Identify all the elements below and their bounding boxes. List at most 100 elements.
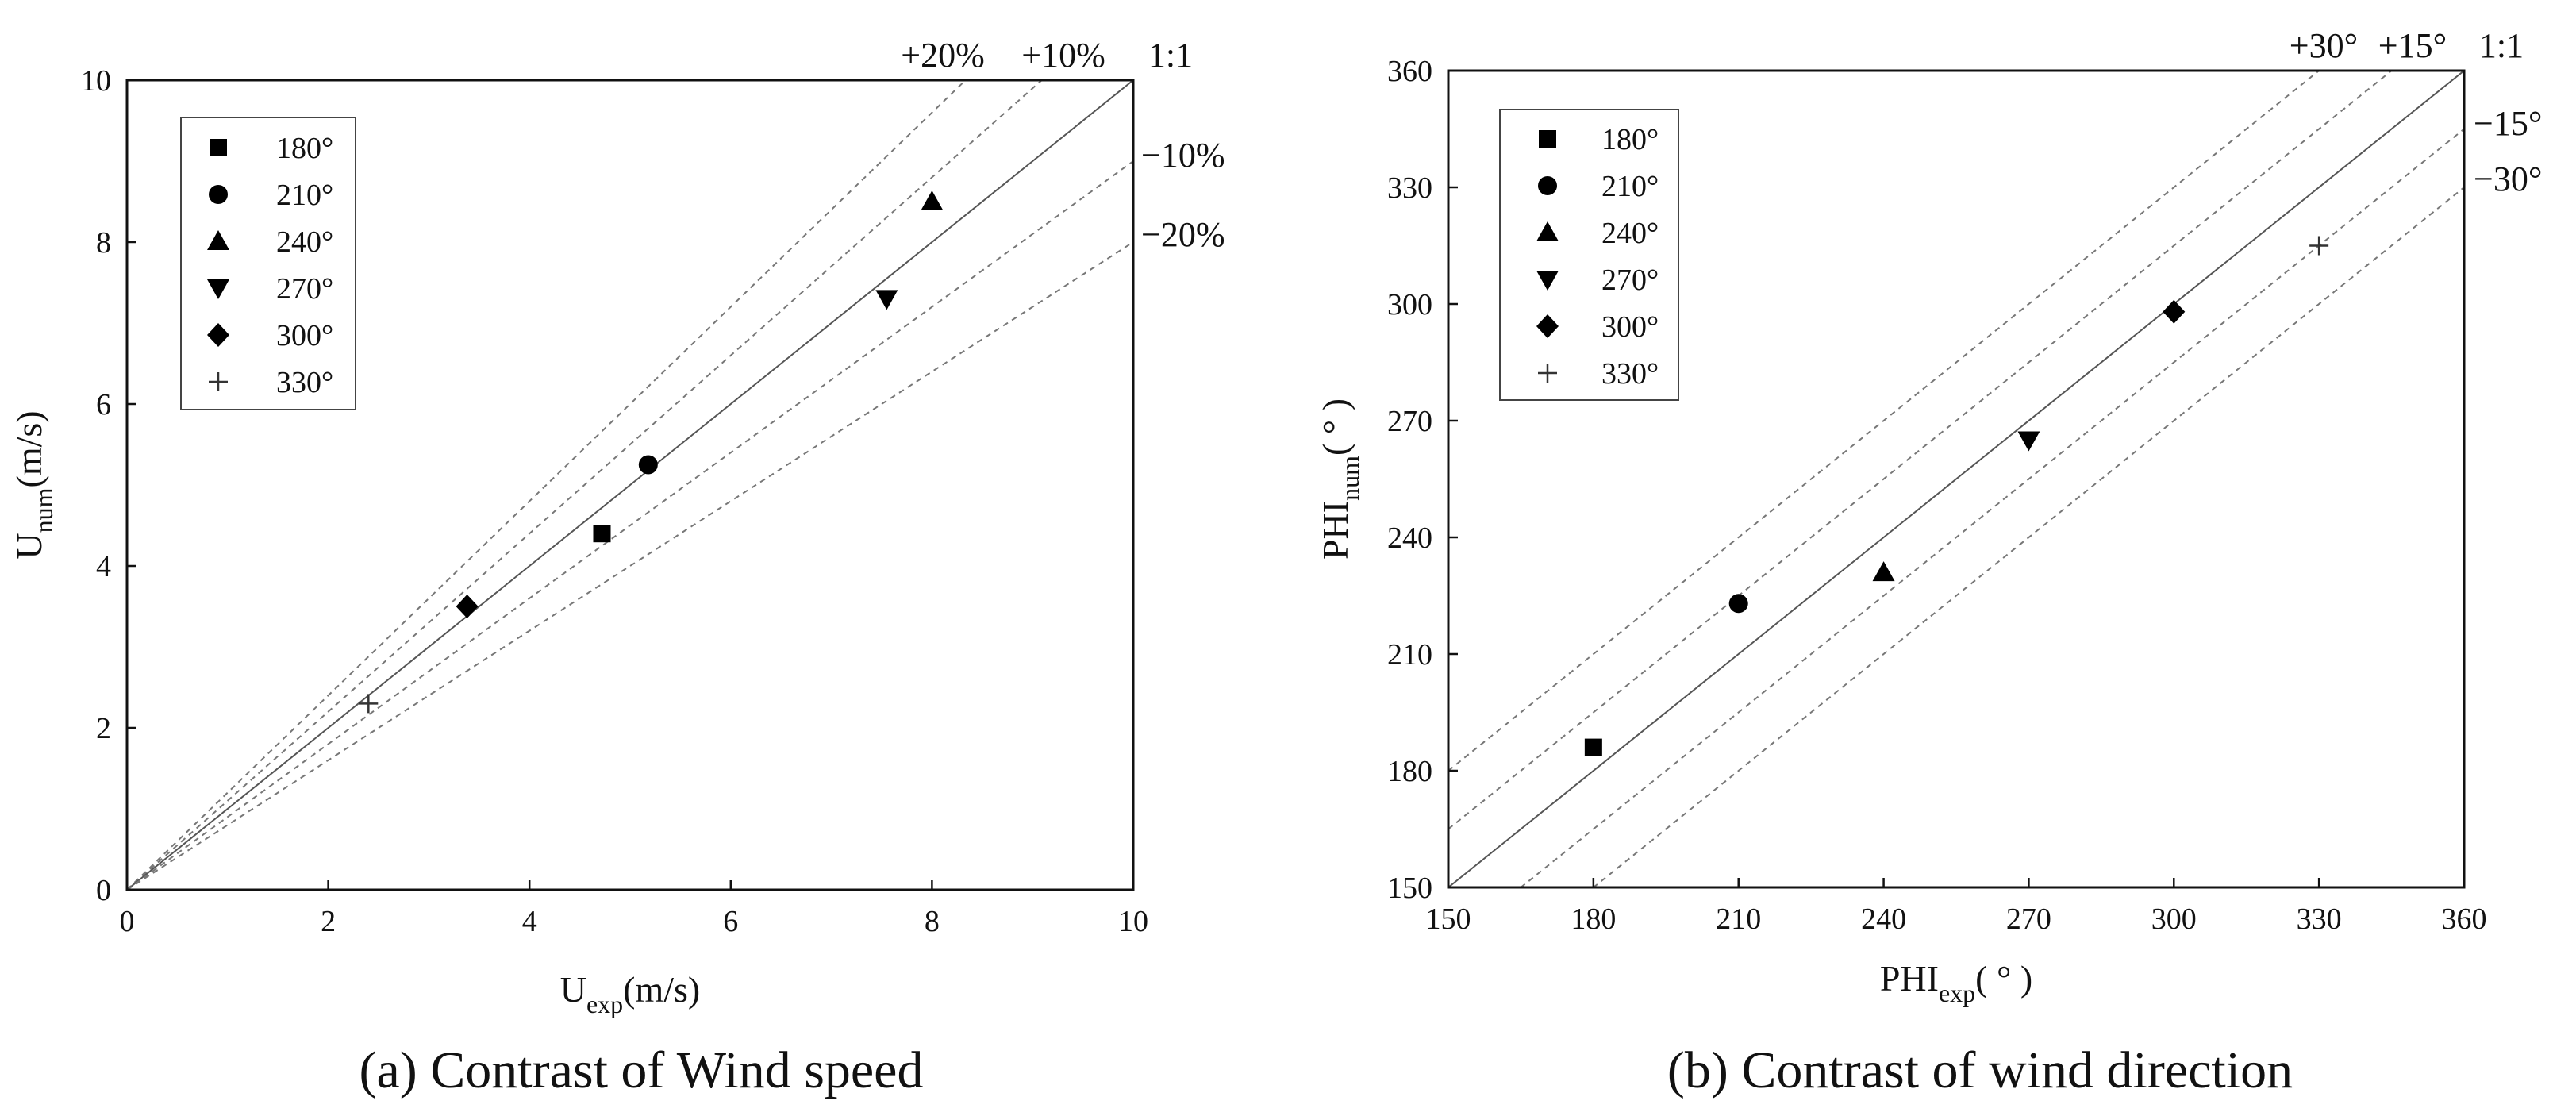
legend-marker-plus	[1538, 364, 1557, 383]
reference-line-bound	[127, 160, 1133, 890]
legend-box	[180, 117, 356, 410]
y-axis-label: Unum(m/s)	[9, 410, 58, 559]
legend-marker-circle	[209, 185, 228, 204]
legend-label: 210°	[276, 179, 333, 212]
y-tick-label: 330	[1387, 171, 1432, 205]
x-axis-label-unit: ( ° )	[1975, 958, 2032, 999]
legend-label: 240°	[276, 225, 333, 259]
legend: 180° 210° 240° 270° 300° 330°	[1499, 109, 1679, 401]
x-tick-label: 270	[2006, 902, 2051, 936]
legend-label: 270°	[276, 272, 333, 306]
y-tick-label: 6	[96, 388, 111, 421]
x-tick-label: 150	[1426, 902, 1471, 936]
data-point-square	[1584, 738, 1602, 756]
legend-label: 270°	[1601, 264, 1659, 297]
y-tick-label: 180	[1387, 755, 1432, 788]
y-axis-label-main: PHI	[1315, 501, 1355, 560]
panel-b-wind-direction: +30° +15° 1:1 −15° −30° 150 180 210 240 270 300 330…	[1315, 26, 2542, 1099]
reference-line-identity	[127, 80, 1133, 890]
legend-label: 180°	[276, 132, 333, 165]
legend-marker-triangle-down	[1536, 271, 1559, 291]
legend: 180° 210° 240° 270° 300° 330°	[180, 117, 356, 410]
x-tick-label: 300	[2151, 902, 2197, 936]
x-tick-label: 360	[2442, 902, 2487, 936]
y-tick-label: 4	[96, 550, 111, 583]
reference-line-bound	[1448, 71, 2320, 772]
reference-line-label: −30°	[2474, 160, 2542, 198]
x-axis-label-unit: (m/s)	[623, 969, 700, 1010]
data-point-triangle-up	[1872, 561, 1895, 582]
y-axis-label-subscript: num	[1336, 456, 1364, 501]
x-tick-label: 6	[723, 905, 738, 938]
y-tick-label: 210	[1387, 638, 1432, 672]
y-axis-label-unit: (m/s)	[9, 410, 49, 487]
x-tick-label: 0	[120, 905, 135, 938]
reference-line-label: 1:1	[1148, 36, 1193, 75]
data-point-plus	[2309, 236, 2329, 256]
reference-line-label: +30°	[2290, 26, 2358, 65]
reference-line-label: −10%	[1141, 136, 1225, 175]
x-tick-label: 8	[925, 905, 940, 938]
legend-label: 240°	[1601, 217, 1659, 250]
reference-line-identity	[1448, 71, 2464, 887]
y-tick-label: 8	[96, 226, 111, 260]
legend-label: 180°	[1601, 123, 1659, 156]
x-tick-label: 4	[522, 905, 537, 938]
legend-marker-triangle-up	[207, 230, 229, 250]
legend-label: 300°	[1601, 310, 1659, 344]
reference-line-bound	[127, 80, 1044, 890]
reference-lines	[127, 80, 1133, 890]
x-axis-label-subscript: exp	[1939, 979, 1975, 1007]
x-axis-label: PHIexp( ° )	[1880, 958, 2032, 1007]
y-tick-label: 270	[1387, 405, 1432, 438]
legend-marker-triangle-down	[207, 279, 229, 299]
y-axis-label-subscript: num	[29, 487, 58, 533]
y-tick-label: 300	[1387, 288, 1432, 321]
legend-label: 300°	[276, 319, 333, 352]
reference-line-label: +15°	[2378, 26, 2447, 65]
data-point-diamond	[456, 595, 479, 618]
y-tick-label: 10	[81, 64, 111, 98]
legend-marker-circle	[1538, 176, 1557, 195]
plot-frame	[1447, 69, 2466, 889]
y-axis-label-unit: ( ° )	[1315, 398, 1355, 456]
y-tick-label: 360	[1387, 55, 1432, 88]
x-tick-label: 330	[2297, 902, 2342, 936]
reference-line-label: −20%	[1141, 215, 1225, 254]
data-point-triangle-down	[2017, 431, 2040, 452]
reference-line-label: +20%	[901, 36, 984, 75]
x-axis-label-subscript: exp	[586, 990, 623, 1018]
y-tick-label: 2	[96, 712, 111, 745]
data-point-triangle-down	[875, 290, 898, 310]
panel-caption: (a) Contrast of Wind speed	[359, 1041, 924, 1099]
x-axis-label-main: PHI	[1880, 958, 1939, 999]
data-point-diamond	[2163, 299, 2186, 324]
reference-line-label: −15°	[2474, 104, 2542, 143]
y-axis-label: PHInum( ° )	[1315, 398, 1364, 560]
reference-line-label: 1:1	[2479, 26, 2524, 65]
data-point-square	[593, 525, 611, 543]
legend-marker-square	[210, 139, 227, 156]
reference-line-bound	[1519, 128, 2464, 887]
panel-a-wind-speed: +20% +10% 1:1−10%−20%0 2 4 6 8 100246810Uexp(m/…	[9, 36, 1225, 1099]
y-tick-label: 240	[1387, 521, 1432, 555]
legend-label: 330°	[276, 366, 333, 399]
legend-marker-square	[1539, 130, 1556, 148]
x-axis-label: Uexp(m/s)	[560, 969, 701, 1018]
x-axis-label-main: U	[560, 969, 586, 1010]
y-axis-label-main: U	[9, 533, 49, 559]
plot-frame	[125, 79, 1135, 891]
reference-line-label: +10%	[1021, 36, 1105, 75]
legend-marker-diamond	[207, 323, 229, 347]
reference-line-bound	[127, 241, 1133, 890]
reference-line-bound	[1448, 71, 2393, 830]
x-tick-label: 240	[1861, 902, 1906, 936]
data-point-circle	[1728, 594, 1748, 614]
legend-marker-triangle-up	[1536, 221, 1559, 241]
y-tick-label: 0	[96, 874, 111, 907]
x-tick-label: 10	[1118, 905, 1148, 938]
legend-label: 330°	[1601, 357, 1659, 391]
x-tick-label: 2	[321, 905, 336, 938]
